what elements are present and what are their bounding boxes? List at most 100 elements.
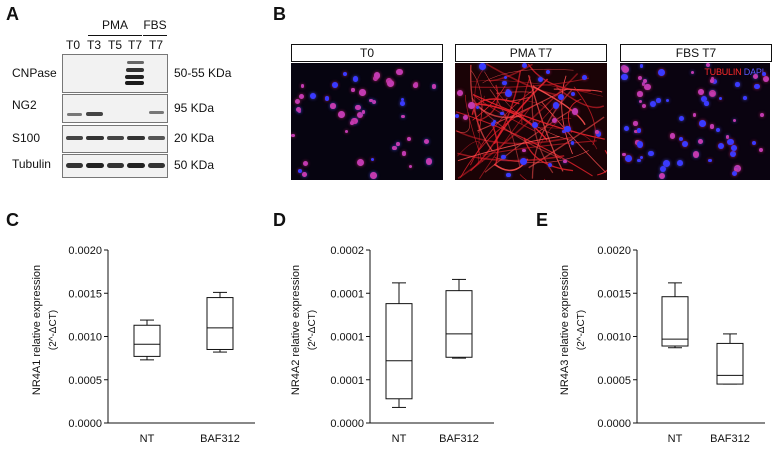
micrograph-pma-t7: [455, 63, 607, 180]
y-tick-label: 0.0005: [68, 375, 102, 387]
cell-nucleus: [301, 84, 305, 88]
cell-nucleus: [700, 95, 707, 102]
cell-nucleus: [456, 90, 463, 97]
blot-band: [86, 136, 104, 140]
cell-nucleus: [582, 75, 588, 80]
cell-nucleus: [350, 120, 355, 125]
micrograph-fbs-t7: TUBULIN DAPI: [620, 63, 770, 180]
blot-band: [148, 163, 165, 168]
tubulin-fiber: [473, 95, 535, 132]
tubulin-fiber: [521, 76, 531, 124]
tubulin-fiber: [485, 63, 559, 96]
tubulin-fiber: [482, 68, 574, 84]
cell-nucleus: [298, 94, 304, 100]
cell-nucleus: [678, 137, 684, 142]
blot-band: [86, 112, 103, 116]
tubulin-fiber: [541, 101, 607, 173]
cell-nucleus: [386, 79, 394, 87]
tubulin-fiber: [470, 64, 494, 152]
cell-nucleus: [663, 160, 671, 168]
cell-nucleus: [595, 130, 602, 137]
x-category-label: NT: [140, 433, 155, 445]
cell-nucleus: [522, 63, 528, 69]
cell-nucleus: [359, 89, 366, 96]
blot-band: [127, 163, 145, 168]
tubulin-fiber: [484, 109, 572, 173]
lane-label: T3: [86, 38, 101, 52]
cell-nucleus: [400, 97, 405, 102]
cell-nucleus: [370, 157, 375, 161]
micrograph-title: T0: [291, 44, 443, 62]
cell-nucleus: [479, 63, 486, 70]
cell-nucleus: [729, 151, 736, 158]
cell-nucleus: [291, 133, 295, 138]
cell-nucleus: [563, 159, 567, 164]
cell-nucleus: [372, 100, 376, 105]
blot-strip-s100: [62, 125, 168, 153]
blot-row-label: CNPase: [12, 66, 57, 80]
cell-nucleus: [659, 166, 666, 173]
tubulin-fiber: [460, 105, 534, 178]
cell-nucleus: [401, 114, 405, 119]
cell-nucleus: [502, 80, 507, 86]
cell-nucleus: [624, 126, 630, 132]
cell-nucleus: [636, 128, 642, 133]
blot-band: [66, 163, 83, 168]
blot-band: [86, 163, 104, 168]
cell-nucleus: [298, 169, 303, 174]
cell-nucleus: [692, 151, 699, 158]
cell-nucleus: [762, 75, 769, 82]
micrograph-title: FBS T7: [620, 44, 772, 62]
y-tick-label: 0.0000: [68, 418, 102, 430]
cell-nucleus: [708, 158, 712, 162]
tubulin-fiber: [471, 98, 520, 115]
cell-nucleus: [395, 142, 400, 146]
blot-strip-cnpase: [62, 54, 168, 93]
cell-nucleus: [734, 168, 738, 172]
cell-nucleus: [742, 96, 747, 100]
fbs-label: FBS: [143, 18, 167, 32]
y-axis-unit-label: (2^-ΔCT): [307, 310, 318, 350]
lane-label: T5: [107, 38, 122, 52]
cell-nucleus: [294, 99, 300, 105]
cell-nucleus: [656, 98, 661, 103]
cell-nucleus: [758, 148, 763, 153]
cell-nucleus: [718, 96, 723, 101]
fbs-bracket: [143, 35, 167, 36]
cell-nucleus: [370, 172, 377, 179]
cell-nucleus: [639, 64, 643, 68]
x-category-label: NT: [392, 433, 407, 445]
cell-nucleus: [571, 108, 579, 116]
tubulin-fiber: [471, 80, 603, 97]
cell-nucleus: [344, 129, 348, 133]
cell-nucleus: [641, 103, 647, 109]
y-tick-label: 0.0010: [68, 332, 102, 344]
y-tick-label: 0.0002: [330, 245, 364, 257]
cell-nucleus: [641, 81, 646, 86]
cell-nucleus: [669, 133, 676, 139]
legend-tubulin: TUBULIN: [704, 67, 742, 77]
cell-nucleus: [352, 76, 359, 82]
blot-band: [127, 61, 144, 64]
blot-band: [126, 68, 144, 72]
x-category-label: NT: [668, 433, 683, 445]
cell-nucleus: [710, 91, 716, 97]
cell-nucleus: [762, 72, 766, 76]
cell-nucleus: [406, 137, 411, 142]
cell-nucleus: [351, 117, 358, 125]
blot-size-label: 95 KDa: [174, 101, 215, 115]
cell-nucleus: [455, 113, 460, 118]
cell-nucleus: [467, 101, 475, 109]
cell-nucleus: [369, 98, 373, 103]
pma-bracket: [88, 35, 142, 36]
blot-band: [148, 136, 165, 140]
tubulin-fiber: [471, 77, 590, 88]
cell-nucleus: [520, 158, 528, 165]
cell-nucleus: [332, 81, 338, 88]
cell-nucleus: [692, 113, 697, 117]
tubulin-fiber: [469, 88, 535, 166]
tubulin-fiber: [489, 89, 521, 167]
cell-nucleus: [732, 119, 736, 123]
blot-band: [107, 163, 124, 168]
